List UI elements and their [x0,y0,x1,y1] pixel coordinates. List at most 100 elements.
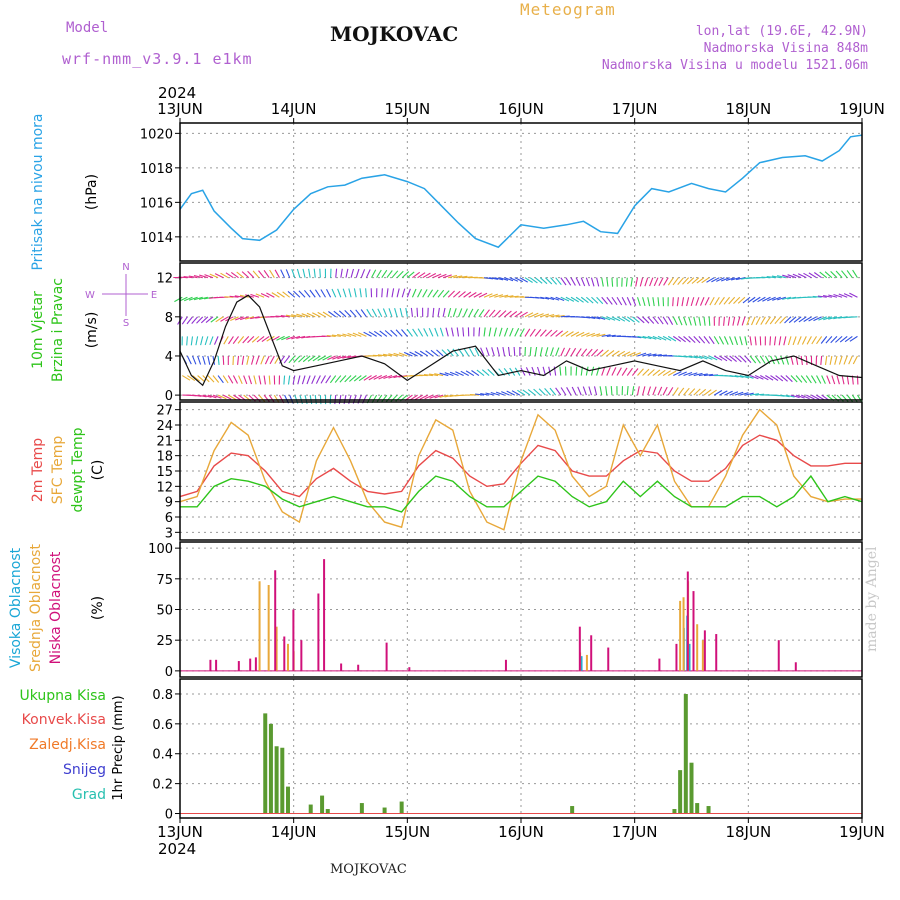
wind-barb [596,277,600,287]
compass-s: S [123,318,129,329]
wind-barb [555,277,562,286]
wind-barb [703,389,712,396]
wind-barb [754,375,764,380]
wind-barb [434,327,439,337]
wind-barb [514,277,524,283]
pressure-unit-label: (hPa) [84,174,100,210]
wind-barb [423,328,429,337]
wind-barb [816,394,825,401]
wind-barb [677,277,684,285]
y-tick-label: 0 [165,665,173,680]
wind-barb [488,293,498,298]
top-year-label: 2024 [158,84,196,102]
wind-barb [663,277,669,286]
wind-barb [672,277,679,286]
wind-barb [183,275,193,279]
wind-barb [292,375,296,385]
wind-barb [621,296,627,306]
wind-barb [469,347,475,357]
altitude-label: Nadmorska Visina 848m [703,41,868,56]
wind-barb [222,355,225,365]
wind-barb [382,308,388,318]
wind-barb [611,296,618,306]
wind-barb [469,393,479,396]
wind-barb [606,350,615,357]
wind-barb [403,351,413,357]
wind-barb [830,271,838,279]
wind-barb [606,366,611,376]
wind-barb [424,394,434,400]
wind-barb [632,352,641,357]
wind-barb [716,277,725,282]
top-date-label: 18JUN [725,100,771,118]
wind-barb [534,277,543,284]
wind-barb [550,347,554,357]
wind-barb [306,312,316,318]
wind-barb [841,375,845,385]
wind-barb [555,296,565,302]
wind-barb [723,296,731,305]
wind-barb [501,391,510,396]
wind-barb [544,388,551,396]
wind-barb [667,370,677,377]
wind-barb [596,316,606,320]
wind-barb [686,277,695,285]
wind-barb [491,347,495,357]
wind-barb [785,394,795,398]
wind-barb [391,288,395,298]
wind-barb [386,270,393,279]
wind-barb [228,394,237,401]
wind-barb [494,294,504,298]
wind-barb [445,327,449,337]
wind-barb [252,270,260,279]
wind-barb [683,387,690,396]
wind-barb [606,316,616,321]
wind-barb [718,336,725,345]
wind-barb [242,336,250,344]
wind-barb [258,394,266,403]
wind-barb [377,308,383,318]
wind-barb [672,297,674,307]
wind-barb [795,394,805,399]
wind-barb [800,355,803,365]
wind-barb [720,277,730,282]
wind-barb [439,394,449,398]
wind-barb [734,391,744,396]
wind-barb [765,375,774,381]
wind-barb [688,388,696,396]
wind-barb [263,375,266,385]
wind-barb [353,288,357,298]
wind-barb [690,297,695,307]
wind-barb [761,276,771,279]
wind-barb [358,375,367,382]
wind-barb [447,290,455,298]
wind-barb [693,372,703,377]
wind-barb [340,268,343,278]
wind-barb [199,274,209,279]
wind-barb [360,309,367,318]
wind-barb [238,375,243,385]
wind-barb [280,315,290,318]
wind-barb [422,272,431,279]
wind-barb [451,327,454,337]
wind-barb [394,308,398,317]
wind-barb [667,316,674,325]
wind-barb [723,316,726,326]
wind-barb [195,336,199,346]
wind-barb [217,355,220,365]
wind-barb [379,330,388,337]
wind-barb [342,333,352,337]
wind-barb [662,370,671,377]
wind-barb [372,354,382,357]
wind-barb [691,277,700,284]
wind-barb [570,296,579,303]
wind-barb [545,313,555,318]
wind-barb [616,316,626,322]
wind-barb [263,269,270,278]
wind-barb [357,332,367,337]
wind-barb [637,368,644,376]
wind-barb [590,277,595,287]
wind-barb [835,335,843,343]
wind-barb [453,275,463,279]
wind-barb [193,296,203,301]
